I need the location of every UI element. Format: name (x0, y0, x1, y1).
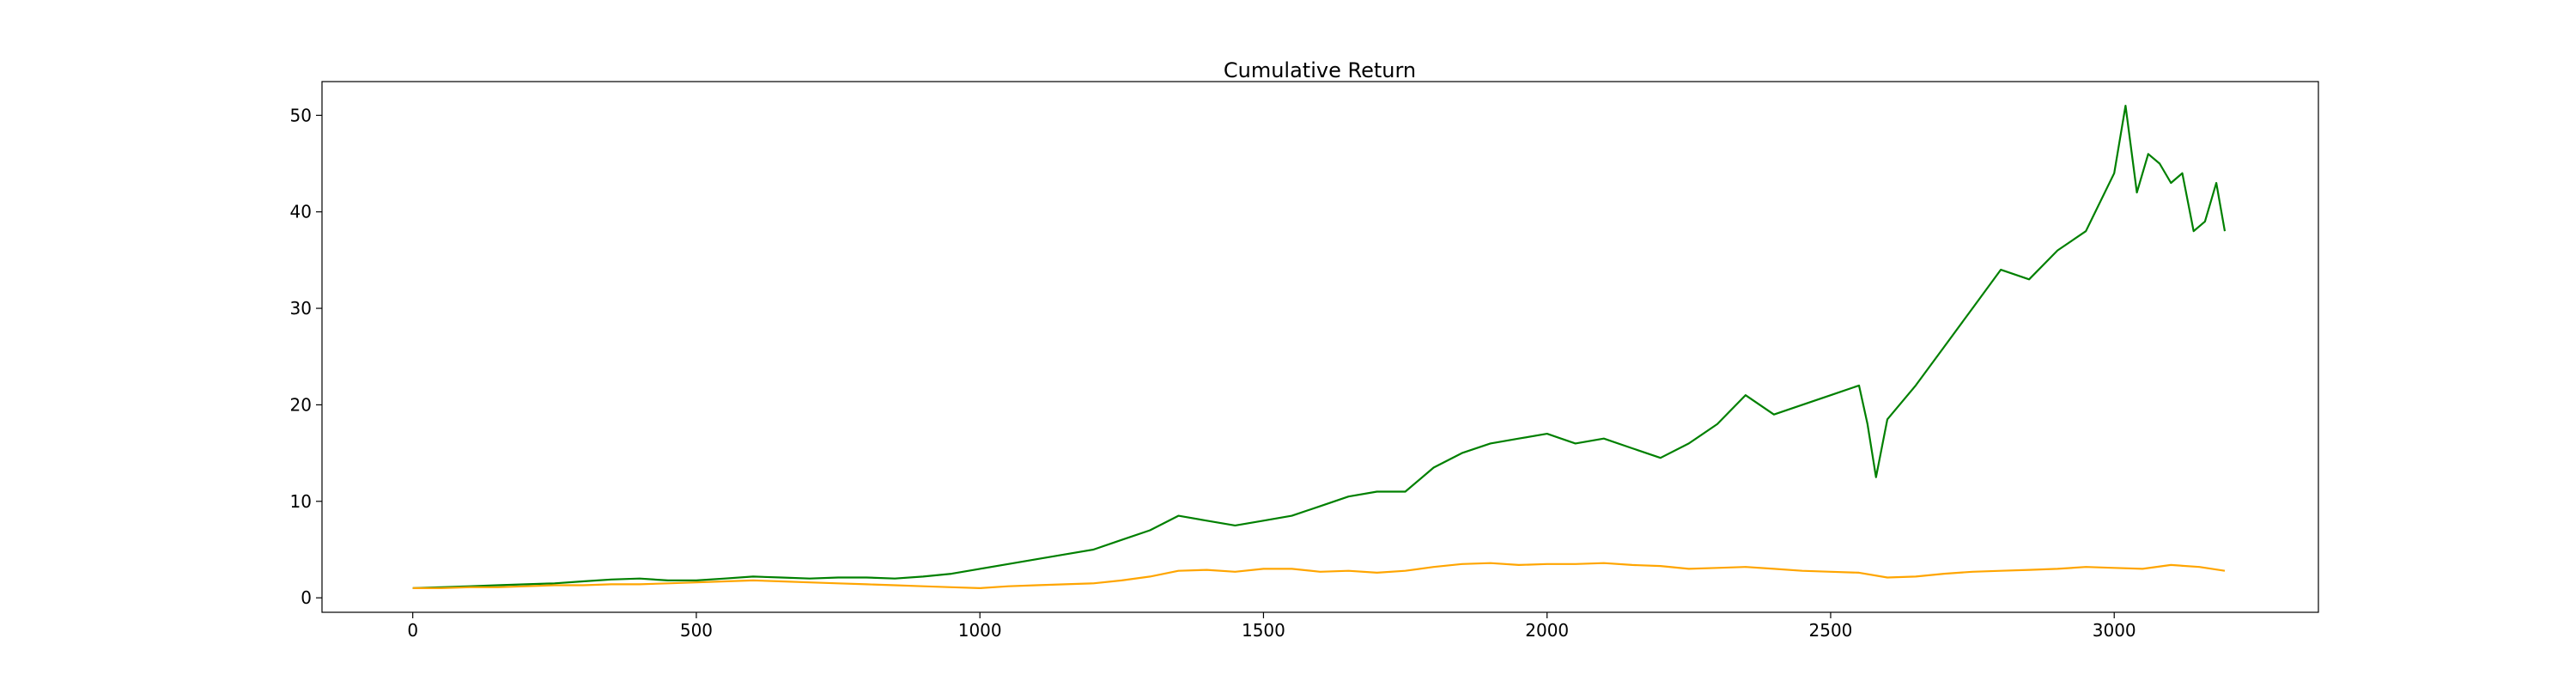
axes: 0 500 1000 1500 2000 2500 3000 0 10 20 30 40 50 (290, 81, 2319, 641)
x-tick-label: 2000 (1525, 620, 1569, 641)
x-tick-label: 2500 (1809, 620, 1853, 641)
series-line-1 (412, 104, 2227, 589)
series-line-2 (412, 562, 2226, 590)
y-tick-label: 10 (290, 491, 312, 512)
y-tick-label: 0 (301, 587, 312, 608)
y-tick-label: 20 (290, 394, 312, 415)
y-tick-label: 30 (290, 298, 312, 319)
x-tick-label: 0 (407, 620, 418, 641)
chart-title: Cumulative Return (1224, 58, 1416, 82)
y-tick-label: 50 (290, 105, 312, 125)
x-tick-label: 500 (680, 620, 713, 641)
plot-frame (321, 81, 2319, 613)
x-tick-label: 1000 (958, 620, 1002, 641)
x-tick-label: 1500 (1242, 620, 1285, 641)
y-tick-label: 40 (290, 202, 312, 222)
series-layer (412, 104, 2227, 590)
x-tick-label: 3000 (2093, 620, 2136, 641)
